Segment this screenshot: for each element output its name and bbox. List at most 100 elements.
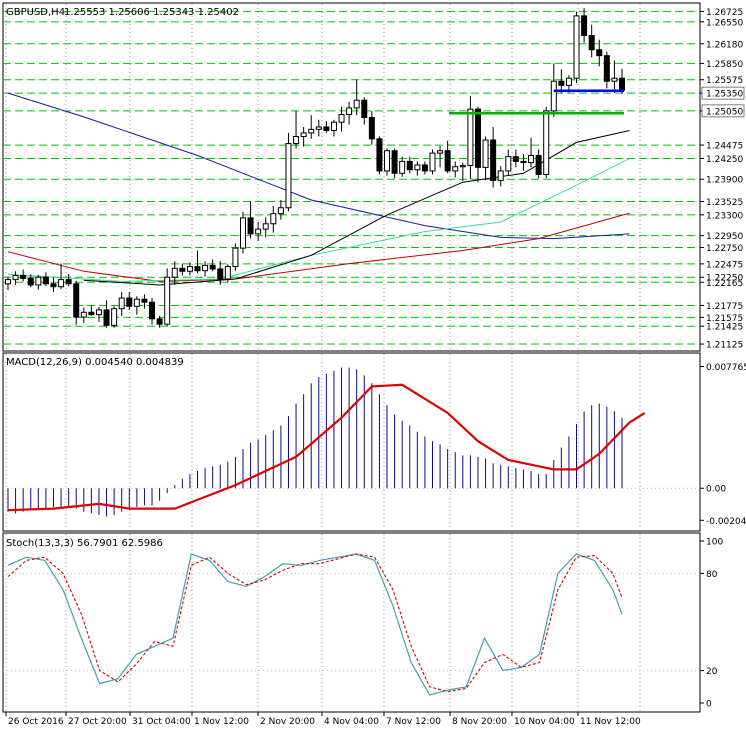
candle-body [255,228,262,235]
time-label: 7 Nov 12:00 [386,717,441,727]
candle-body [50,283,57,288]
candle-body [406,160,413,171]
candle-body [535,154,542,175]
candle-body [596,49,603,57]
candle-body [202,264,209,272]
candle-body [95,309,102,316]
candle-body [149,301,156,320]
time-label: 2 Nov 20:00 [260,717,315,727]
price-panel[interactable] [2,2,701,352]
macd-label: -0.002044 [706,517,746,527]
candle-body [126,297,133,307]
candle-body [103,309,110,326]
price-levels[interactable] [449,89,624,115]
price-label: 1.22950 [706,232,743,242]
candle-body [619,77,625,91]
stoch-main-line [7,553,623,696]
candle-body [315,126,322,130]
price-label: 1.23900 [706,176,743,186]
candle-body [353,99,360,109]
ma-line-1 [7,212,630,282]
candle-body [141,298,148,303]
candle-body [573,15,580,79]
stoch-label: 100 [706,538,723,548]
price-label: 1.26550 [706,18,743,28]
candlesticks [5,8,625,328]
stochastic-indicator [3,553,700,696]
candle-body [164,276,171,325]
candle-body [391,150,398,174]
header-ohlc: 1.25553 1.25606 1.25343 1.25402 [64,7,239,18]
candle-body [444,150,451,172]
ma-line-2 [7,157,630,282]
price-label: 1.25575 [706,76,743,86]
candle-body [80,311,87,318]
price-label: 1.25350 [706,90,743,100]
candle-body [88,311,95,316]
time-label: 11 Nov 12:00 [580,717,641,727]
time-label: 8 Nov 20:00 [452,717,507,727]
candle-body [467,108,474,167]
candle-body [262,223,269,230]
candle-body [346,107,353,115]
candle-body [376,138,383,172]
price-label: 1.21125 [706,341,743,351]
candle-body [293,135,300,145]
candle-body [611,77,618,82]
candle-body [437,150,444,154]
time-axis: 26 Oct 2016 27 Oct 20:00 31 Oct 04:00 1 Nov… [5,712,641,727]
candle-body [12,274,19,281]
candle-body [20,274,27,279]
moving-averages [7,92,630,286]
candle-body [414,164,421,171]
ma-line-3 [83,130,630,286]
candle-body [73,283,80,318]
time-label: 1 Nov 12:00 [194,717,249,727]
stoch-signal-line [7,553,623,693]
macd-signal-line [7,383,646,512]
price-label: 1.26180 [706,40,743,50]
vertical-grid [5,4,641,711]
candle-body [247,217,254,235]
candle-body [179,267,186,272]
macd-panel[interactable] [2,352,701,532]
stoch-title: Stoch(13,3,3) 56.7901 62.5986 [6,538,163,549]
candle-body [186,266,193,272]
price-label: 1.24250 [706,155,743,165]
macd-label: 0.00 [706,485,726,495]
time-label: 31 Oct 04:00 [132,717,191,727]
candle-body [270,213,277,225]
candle-body [224,266,231,280]
candle-body [323,126,330,132]
candle-body [558,80,565,86]
candle-body [35,276,42,286]
candle-body [588,34,595,51]
candle-body [384,150,391,172]
candle-body [338,113,345,123]
time-label: 27 Oct 20:00 [68,717,127,727]
candle-body [497,170,504,181]
macd-title: MACD(12,26,9) 0.004540 0.004839 [6,357,184,368]
candle-body [239,217,246,249]
candle-body [27,277,34,286]
time-label: 4 Nov 04:00 [324,717,379,727]
price-label: 1.25050 [706,107,743,117]
price-label: 1.23300 [706,211,743,221]
stoch-label: 0 [706,700,712,710]
stoch-label: 80 [706,570,718,580]
stoch-panel[interactable] [2,532,701,713]
time-label: 26 Oct 2016 [8,717,64,727]
price-label: 1.26725 [706,8,743,18]
candle-body [133,298,140,307]
candle-body [520,160,527,164]
price-label: 1.22750 [706,244,743,254]
candle-body [118,297,125,310]
candle-body [474,108,481,168]
candle-body [65,279,72,285]
price-tag [701,86,745,100]
candle-body [543,110,550,175]
price-label: 1.24475 [706,142,743,152]
candle-body [330,121,337,132]
